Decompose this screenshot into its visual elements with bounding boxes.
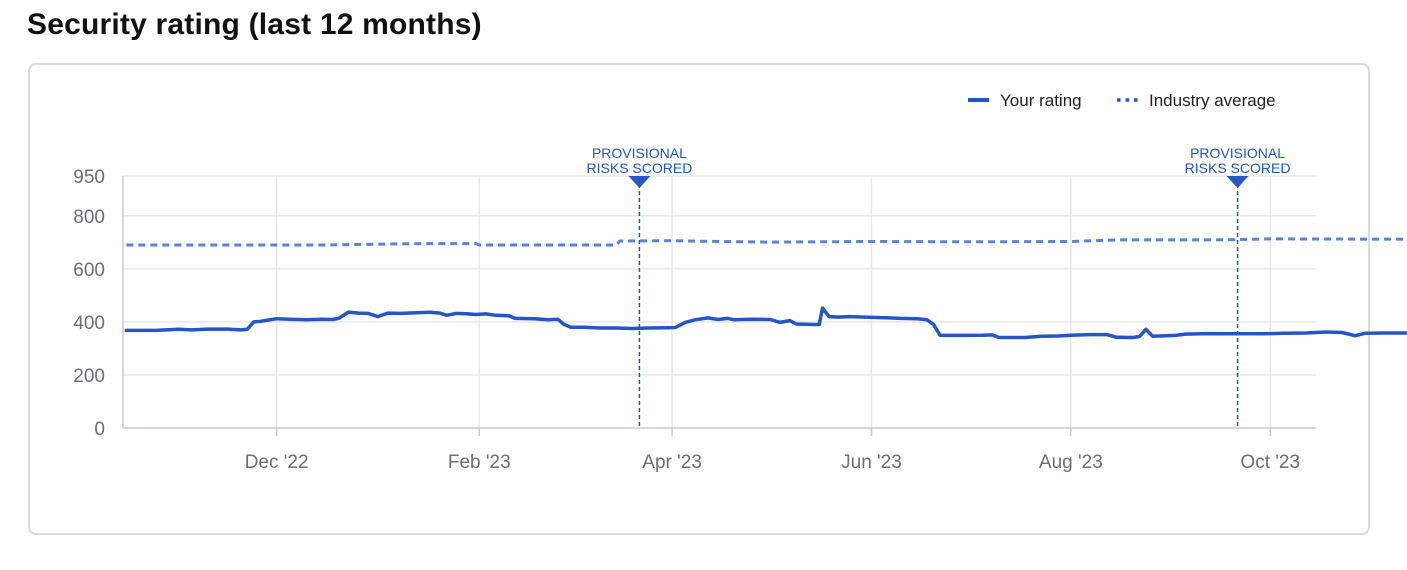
x-tick-label: Jun '23	[841, 452, 902, 473]
x-tick-label: Aug '23	[1039, 452, 1103, 473]
y-tick-label: 600	[73, 260, 105, 281]
y-tick-label: 950	[73, 167, 105, 188]
page-title: Security rating (last 12 months)	[27, 8, 482, 41]
industry-average-line	[126, 237, 1407, 247]
grid-layer	[123, 175, 1316, 428]
your-rating-line	[124, 306, 1407, 340]
x-tick-label: Apr '23	[642, 452, 702, 473]
x-tick-label: Feb '23	[448, 452, 511, 473]
legend-label-your-rating: Your rating	[1000, 91, 1082, 110]
legend: Your rating Industry average	[968, 91, 1276, 110]
chart-card	[28, 63, 1370, 535]
y-tick-label: 400	[73, 313, 105, 334]
y-tick-label: 0	[94, 419, 105, 440]
legend-label-industry-average: Industry average	[1149, 91, 1276, 110]
y-tick-label: 800	[73, 207, 105, 228]
series-layer	[124, 237, 1407, 340]
annotation-marker	[628, 176, 651, 188]
annotation-label: PROVISIONAL	[592, 145, 687, 161]
x-tick-label: Dec '22	[245, 452, 309, 473]
x-tick-label: Oct '23	[1240, 452, 1300, 473]
annotation-label: RISKS SCORED	[1185, 160, 1291, 176]
y-tick-label: 200	[73, 366, 105, 387]
annotation-marker	[1226, 176, 1249, 188]
annotation-label: RISKS SCORED	[587, 160, 693, 176]
annotation-label: PROVISIONAL	[1190, 145, 1285, 161]
axis-layer: 0 200 400 600 800 950 Dec '22 Feb '23 Apr '23 Jun…	[73, 167, 1316, 473]
